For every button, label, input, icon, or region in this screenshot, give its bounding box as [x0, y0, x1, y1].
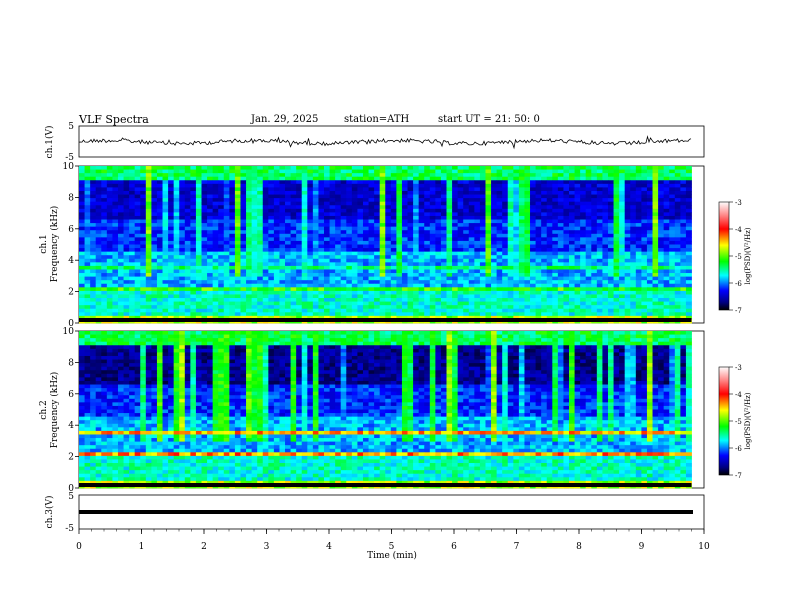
time-tick-0: 0 [76, 542, 82, 552]
ch1-ytick-bottom: -5 [65, 153, 74, 163]
ch1-freq-ytick-2: 2 [68, 288, 74, 298]
ch1-spec-label: ch.1 [39, 234, 49, 253]
ch1-wave-label: ch.1(V) [44, 126, 55, 159]
time-tick-2: 2 [201, 542, 207, 552]
ch1-freq-ytick-8: 8 [68, 193, 74, 203]
ch2-freq-axis-label: Frequency (kHz) [49, 372, 60, 449]
time-axis: 0 1 2 3 4 5 6 7 8 9 10 [76, 529, 710, 552]
ch1-freq-ytick-0: 0 [68, 319, 74, 329]
time-tick-3: 3 [264, 542, 270, 552]
ch2-cbtick--4: -4 [735, 391, 742, 399]
ch1-cbtick--5: -5 [735, 253, 742, 261]
ch2-cbtick--7: -7 [735, 472, 742, 480]
ch2-cbtick--5: -5 [735, 418, 742, 426]
ch1-spectrogram-panel: 0 2 4 6 8 10 ch.1 Frequency (kHz) [39, 162, 705, 329]
ch3-ytick-bottom: -5 [65, 524, 74, 534]
ch2-spectrogram-panel: 0 2 4 6 8 10 ch.2 Frequency (kHz) [39, 327, 705, 494]
ch2-freq-ytick-2: 2 [68, 453, 74, 463]
ch1-freq-ytick-10: 10 [63, 162, 75, 172]
ch1-colorbar-label: log(PSD)(V²/Hz) [744, 227, 752, 284]
ch2-spectrogram-image [79, 331, 692, 489]
ch1-waveform-panel: 5 -5 ch.1(V) [44, 122, 705, 163]
ch1-cbtick--6: -6 [735, 280, 742, 288]
ch2-freq-ytick-0: 0 [68, 484, 74, 494]
ch3-ytick-top: 5 [68, 492, 74, 502]
ch3-wave-label: ch.3(V) [44, 496, 55, 529]
time-tick-6: 6 [451, 542, 457, 552]
time-tick-1: 1 [139, 542, 145, 552]
ch2-cbtick--6: -6 [735, 445, 742, 453]
ch1-spectrogram-image [79, 166, 692, 324]
date-label: Jan. 29, 2025 [251, 114, 319, 125]
time-tick-10: 10 [698, 542, 710, 552]
ch1-colorbar: -3 -4 -5 -6 -7 log(PSD)(V²/Hz) [718, 199, 752, 315]
ch1-freq-axis-label: Frequency (kHz) [49, 206, 60, 283]
ch2-colorbar: -3 -4 -5 -6 -7 log(PSD)(V²/Hz) [718, 364, 752, 480]
ch2-cbtick--3: -3 [735, 364, 742, 372]
ch1-cbtick--4: -4 [735, 226, 742, 234]
time-axis-label: Time (min) [367, 550, 417, 561]
ch1-freq-ytick-4: 4 [68, 256, 74, 266]
time-tick-8: 8 [576, 542, 582, 552]
ch1-freq-ytick-6: 6 [68, 225, 74, 235]
ch2-spec-label: ch.2 [39, 400, 49, 419]
ch3-waveform-panel: 5 -5 ch.3(V) [44, 492, 705, 534]
ch3-waveform-trace [79, 510, 693, 514]
ch2-freq-ytick-10: 10 [63, 327, 75, 337]
ch2-colorbar-label: log(PSD)(V²/Hz) [744, 392, 752, 449]
ch1-ytick-top: 5 [68, 122, 74, 132]
time-tick-7: 7 [514, 542, 520, 552]
figure-title: VLF Spectra [79, 113, 149, 126]
ch1-cbtick--7: -7 [735, 307, 742, 315]
time-tick-5: 5 [389, 542, 395, 552]
ch2-freq-ytick-8: 8 [68, 358, 74, 368]
ch1-waveform-trace [78, 135, 692, 150]
station-label: station=ATH [344, 114, 410, 125]
ch1-cbtick--3: -3 [735, 199, 742, 207]
time-tick-4: 4 [326, 542, 332, 552]
ch2-freq-ytick-4: 4 [68, 421, 74, 431]
start-time-label: start UT = 21: 50: 0 [438, 114, 540, 125]
time-tick-9: 9 [639, 542, 645, 552]
ch2-freq-ytick-6: 6 [68, 390, 74, 400]
